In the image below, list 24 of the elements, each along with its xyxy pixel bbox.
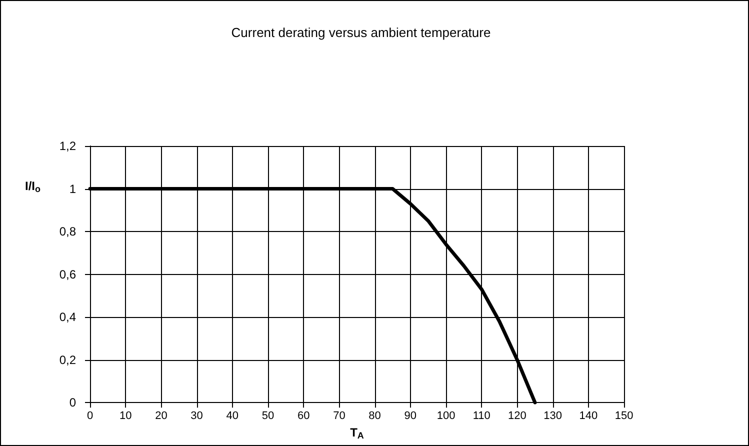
x-tick-label: 10 xyxy=(119,410,132,422)
x-tick-label: 20 xyxy=(155,410,168,422)
y-tick-label: 0,2 xyxy=(59,352,76,367)
y-tick-label: 0 xyxy=(69,396,76,410)
y-tick-label: 1 xyxy=(69,182,76,196)
x-tick-label: 120 xyxy=(508,410,526,422)
x-tick-label: 0 xyxy=(86,410,94,422)
chart-title: Current derating versus ambient temperature xyxy=(231,25,491,40)
x-tick-label: 80 xyxy=(368,410,381,422)
y-tick-label: 1,2 xyxy=(59,139,76,153)
x-tick-label: 70 xyxy=(333,410,346,422)
x-tick-label: 100 xyxy=(436,410,456,422)
x-tick-label: 110 xyxy=(472,410,490,422)
x-tick-label: 90 xyxy=(404,410,417,422)
y-tick-label: 0,6 xyxy=(59,267,76,282)
x-tick-label: 50 xyxy=(262,410,274,422)
y-tick-label: 0,4 xyxy=(59,310,76,324)
x-tick-label: 130 xyxy=(544,410,562,422)
x-tick-label: 30 xyxy=(190,410,203,422)
x-tick-label: 60 xyxy=(297,410,310,422)
x-tick-label: 150 xyxy=(614,410,634,422)
y-tick-label: 0,8 xyxy=(59,224,76,239)
x-tick-label: 140 xyxy=(579,410,598,422)
x-tick-label: 40 xyxy=(226,410,239,422)
